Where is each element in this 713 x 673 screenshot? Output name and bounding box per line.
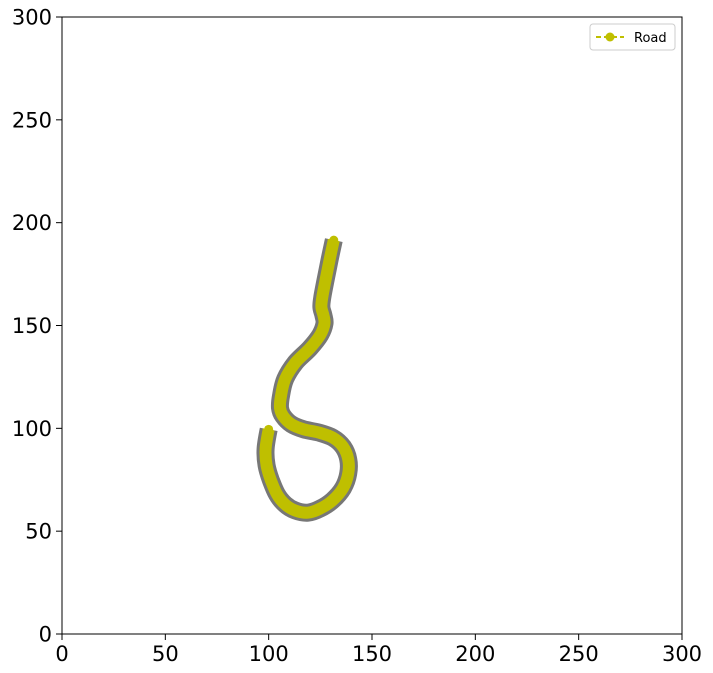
y-tick-label: 50 bbox=[25, 520, 52, 544]
legend-box bbox=[589, 23, 676, 51]
x-tick-label: 150 bbox=[352, 642, 392, 666]
y-tick-label: 0 bbox=[39, 623, 52, 647]
y-axis: 0 50 100 150 200 250 300 bbox=[12, 6, 62, 647]
road-start-marker bbox=[264, 424, 274, 434]
y-tick-label: 200 bbox=[12, 211, 52, 235]
y-tick-label: 300 bbox=[12, 6, 52, 30]
series-layer bbox=[256, 235, 358, 522]
x-tick-label: 300 bbox=[662, 642, 702, 666]
y-tick-label: 250 bbox=[12, 108, 52, 132]
legend-label-road: Road bbox=[634, 31, 667, 46]
y-tick-label: 100 bbox=[12, 417, 52, 441]
x-tick-label: 100 bbox=[249, 642, 289, 666]
x-tick-label: 0 bbox=[55, 642, 68, 666]
legend-marker-road bbox=[605, 32, 615, 42]
plot-area bbox=[62, 17, 682, 634]
x-tick-label: 200 bbox=[455, 642, 495, 666]
road-end-marker bbox=[329, 235, 339, 245]
x-axis: 0 50 100 150 200 250 300 bbox=[55, 634, 702, 666]
legend: Road bbox=[589, 23, 676, 51]
x-tick-label: 250 bbox=[559, 642, 599, 666]
x-tick-label: 50 bbox=[152, 642, 179, 666]
y-tick-label: 150 bbox=[12, 314, 52, 338]
road-center-line bbox=[259, 238, 355, 519]
